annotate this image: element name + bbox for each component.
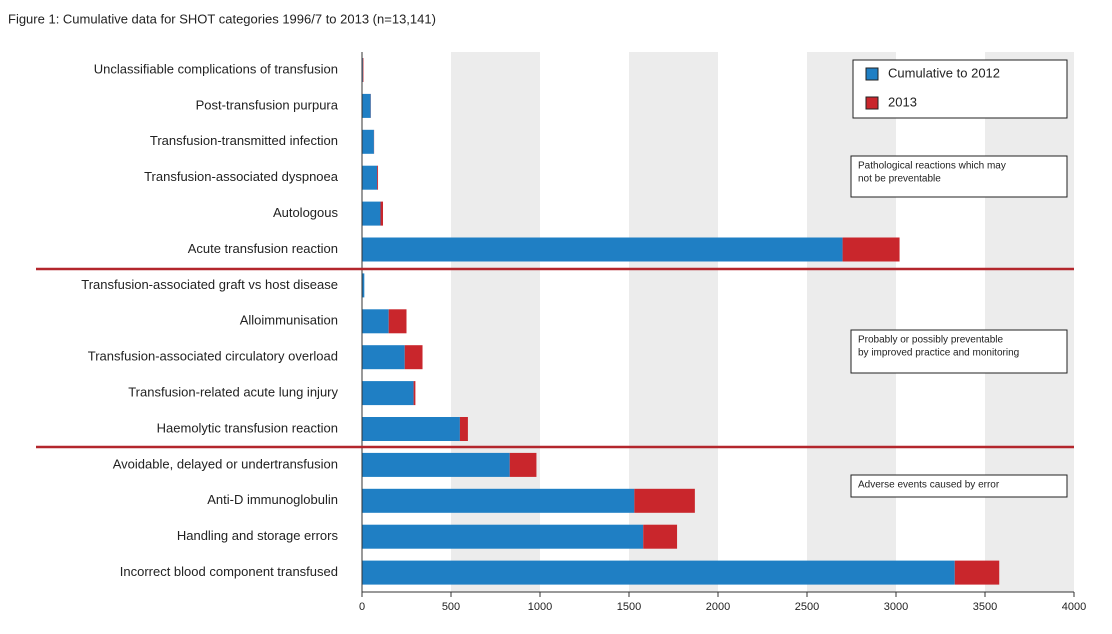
y-tick-label: Handling and storage errors <box>177 528 339 543</box>
y-tick-label: Haemolytic transfusion reaction <box>157 420 338 435</box>
y-tick-label: Unclassifiable complications of transfus… <box>94 61 338 76</box>
bar-segment <box>362 381 414 406</box>
bar-segment <box>362 488 635 513</box>
legend-label: 2013 <box>888 94 917 109</box>
bar-segment <box>362 165 378 190</box>
bar-segment <box>362 273 365 298</box>
bar-segment <box>362 58 364 82</box>
bar-segment <box>388 309 407 334</box>
bar-segment <box>362 129 374 154</box>
legend-box <box>852 59 1068 119</box>
legend-swatch <box>865 96 879 110</box>
y-tick-label: Transfusion-related acute lung injury <box>128 385 338 400</box>
x-tick-label: 500 <box>442 601 460 613</box>
y-tick-label: Autologous <box>273 205 339 220</box>
y-tick-label: Transfusion-associated dyspnoea <box>144 169 339 184</box>
x-tick-label: 4000 <box>1062 601 1086 613</box>
shade-band <box>985 52 1074 592</box>
bar-segment <box>362 417 460 441</box>
x-tick-label: 1000 <box>528 601 552 613</box>
annotation-text: by improved practice and monitoring <box>858 348 1019 359</box>
bar-segment <box>362 237 843 262</box>
bar-segment <box>362 560 955 585</box>
x-tick-label: 3500 <box>973 601 997 613</box>
bar-segment <box>362 345 405 370</box>
annotation-box <box>850 155 1068 198</box>
bar-segment <box>362 93 371 118</box>
x-tick-label: 0 <box>359 601 365 613</box>
annotation-text: Probably or possibly preventable <box>858 335 1004 346</box>
bar-segment <box>643 524 678 549</box>
bar-segment <box>362 524 644 549</box>
shade-band <box>807 52 896 592</box>
y-tick-label: Transfusion-associated circulatory overl… <box>88 349 338 364</box>
y-tick-label: Acute transfusion reaction <box>188 241 338 256</box>
bar-segment <box>413 381 416 406</box>
annotation-text: Pathological reactions which may <box>858 161 1006 172</box>
bar-segment <box>362 452 510 477</box>
x-tick-label: 2000 <box>706 601 730 613</box>
bar-segment <box>459 417 468 441</box>
y-tick-label: Alloimmunisation <box>240 313 338 328</box>
legend-swatch <box>865 67 879 81</box>
bar-segment <box>380 201 384 226</box>
annotation-text: Adverse events caused by error <box>858 480 1000 491</box>
legend-label: Cumulative to 2012 <box>888 65 1000 80</box>
bar-segment <box>362 309 389 334</box>
y-tick-label: Transfusion-associated graft vs host dis… <box>81 277 338 292</box>
y-tick-label: Post-transfusion purpura <box>196 97 339 112</box>
x-tick-label: 2500 <box>795 601 819 613</box>
bar-segment <box>362 201 381 226</box>
annotation-box <box>850 474 1068 498</box>
x-tick-label: 3000 <box>884 601 908 613</box>
bar-segment <box>954 560 1000 585</box>
bar-segment <box>404 345 423 370</box>
y-tick-label: Avoidable, delayed or undertransfusion <box>113 456 338 471</box>
y-tick-label: Incorrect blood component transfused <box>120 564 338 579</box>
chart-title: Figure 1: Cumulative data for SHOT categ… <box>8 11 436 26</box>
bar-segment <box>842 237 900 262</box>
bar-segment <box>377 165 379 190</box>
x-tick-label: 1500 <box>617 601 641 613</box>
bar-segment <box>634 488 695 513</box>
annotation-text: not be preventable <box>858 174 941 185</box>
annotation-box <box>850 329 1068 374</box>
bar-segment <box>509 452 537 477</box>
y-tick-label: Anti-D immunoglobulin <box>207 492 338 507</box>
y-tick-label: Transfusion-transmitted infection <box>150 133 338 148</box>
